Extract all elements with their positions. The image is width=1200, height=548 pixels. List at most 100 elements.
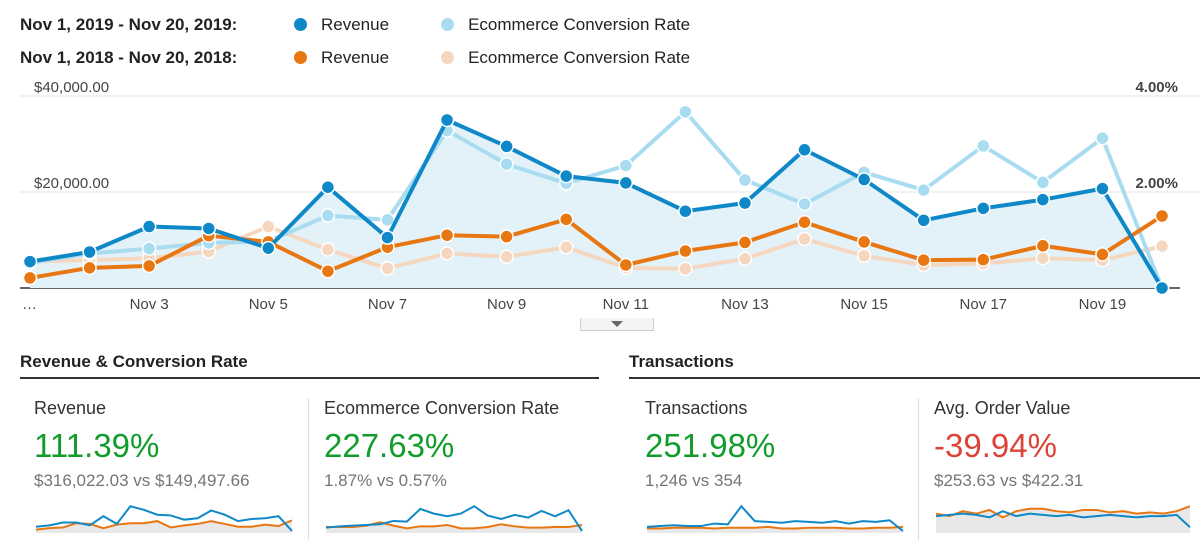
data-point-revenue-current <box>797 142 812 158</box>
data-point-revenue-previous <box>439 227 455 243</box>
metric-name: Transactions <box>645 398 748 418</box>
section-title-revenue-conversion: Revenue & Conversion Rate <box>20 352 599 379</box>
data-point-revenue-current <box>856 172 872 187</box>
chart-expand-toggle[interactable] <box>580 318 654 331</box>
main-line-chart[interactable]: $40,000.00 $20,000.00 4.00% 2.00% Nov 3 Nov 5… <box>20 82 1200 322</box>
data-point-conversion-rate-current <box>1095 130 1110 146</box>
legend-label: Revenue <box>321 14 390 34</box>
data-point-conversion-rate-previous <box>1154 238 1170 254</box>
sparkline-area <box>936 506 1190 533</box>
metric-divider <box>918 398 919 540</box>
legend-item-conversion-previous[interactable]: Ecommerce Conversion Rate <box>429 48 690 68</box>
metric-card-transactions[interactable]: Transactions 251.98% 1,246 vs 354 <box>645 398 910 540</box>
data-point-revenue-previous <box>618 257 634 273</box>
x-axis-tick-label: Nov 13 <box>721 296 769 313</box>
data-point-conversion-rate-previous <box>439 246 455 261</box>
legend-item-revenue-current[interactable]: Revenue <box>282 15 389 35</box>
x-axis-tick-label: Nov 9 <box>487 296 526 313</box>
x-axis-tick-label: Nov 5 <box>249 296 288 313</box>
data-point-conversion-rate-current <box>976 138 991 154</box>
data-point-revenue-current <box>380 230 395 245</box>
metric-name: Revenue <box>34 398 107 418</box>
metric-name: Ecommerce Conversion Rate <box>324 398 560 418</box>
sparkline-line-previous <box>647 525 904 530</box>
x-axis-tick-label: Nov 11 <box>603 296 649 313</box>
metric-compare: 1,246 vs 354 <box>645 471 743 490</box>
data-point-conversion-rate-current <box>141 241 157 256</box>
data-point-revenue-previous <box>499 229 514 244</box>
metric-change: -39.94% <box>934 427 1057 464</box>
sparkline-revenue <box>35 505 293 533</box>
data-point-revenue-current <box>678 203 693 219</box>
y-axis-right-tick-label: 2.00% <box>1135 175 1178 192</box>
y-axis-right-tick-label: 4.00% <box>1135 82 1178 96</box>
metric-card-conversion-rate[interactable]: Ecommerce Conversion Rate 227.63% 1.87% … <box>324 398 596 540</box>
data-point-revenue-previous <box>1035 238 1051 254</box>
legend-dot-icon <box>294 18 307 31</box>
legend-item-conversion-current[interactable]: Ecommerce Conversion Rate <box>429 15 690 35</box>
y-axis-left-tick-label: $20,000.00 <box>34 175 109 192</box>
data-point-revenue-previous <box>558 212 574 227</box>
data-point-revenue-previous <box>856 234 872 250</box>
data-point-conversion-rate-current <box>618 158 634 173</box>
sparkline-line-current <box>35 505 293 532</box>
data-point-revenue-current <box>201 221 216 236</box>
series-line-revenue-previous <box>29 214 1164 280</box>
data-point-revenue-current <box>320 179 336 195</box>
sparkline-line-current <box>935 510 1191 529</box>
data-point-revenue-current <box>976 201 991 216</box>
sparkline-conversion-rate <box>325 505 583 533</box>
legend-label: Ecommerce Conversion Rate <box>468 47 691 67</box>
data-point-revenue-current <box>558 168 574 184</box>
x-axis-tick-label: Nov 19 <box>1079 296 1127 313</box>
sparkline-avg-order-value <box>935 505 1191 533</box>
data-point-revenue-previous <box>976 252 991 267</box>
sparkline-line-current <box>646 504 904 532</box>
section-title-transactions: Transactions <box>629 352 1200 379</box>
series-line-conversion-rate-previous <box>29 224 1163 271</box>
x-axis-tick-label: Nov 3 <box>130 296 169 313</box>
data-point-conversion-rate-previous <box>856 248 872 264</box>
data-point-revenue-previous <box>1154 208 1170 224</box>
sparkline-transactions <box>646 504 904 533</box>
legend-item-revenue-previous[interactable]: Revenue <box>282 48 389 68</box>
data-point-revenue-previous <box>320 263 336 279</box>
data-point-conversion-rate-previous <box>320 242 336 257</box>
data-point-conversion-rate-previous <box>558 239 574 255</box>
data-point-revenue-current <box>22 254 38 269</box>
data-point-revenue-previous <box>797 214 812 230</box>
data-point-revenue-previous <box>737 235 753 250</box>
sparkline-area <box>36 520 292 533</box>
data-point-conversion-rate-current <box>499 156 514 172</box>
x-axis-tick-label: Nov 7 <box>368 296 407 313</box>
metric-compare: $316,022.03 vs $149,497.66 <box>34 471 250 490</box>
data-point-conversion-rate-previous <box>678 261 693 277</box>
data-point-conversion-rate-current <box>1035 175 1051 190</box>
data-point-revenue-current <box>916 213 931 228</box>
legend-label: Ecommerce Conversion Rate <box>468 14 691 34</box>
data-point-conversion-rate-current <box>737 172 753 188</box>
x-axis-tick-label: Nov 15 <box>840 296 888 313</box>
metric-card-revenue[interactable]: Revenue 111.39% $316,022.03 vs $149,497.… <box>34 398 299 540</box>
metric-name: Avg. Order Value <box>934 398 1071 418</box>
legend-period-current: Nov 1, 2019 - Nov 20, 2019: <box>20 14 238 34</box>
metric-change: 111.39% <box>34 427 160 464</box>
data-point-conversion-rate-previous <box>261 219 276 234</box>
data-point-revenue-current <box>1095 181 1110 196</box>
data-point-revenue-current <box>439 112 455 128</box>
data-point-revenue-previous <box>22 270 38 286</box>
sparkline-line-previous <box>935 505 1191 519</box>
data-point-revenue-current <box>82 244 97 260</box>
data-point-conversion-rate-current <box>320 208 336 223</box>
data-point-conversion-rate-previous <box>499 249 514 265</box>
data-point-revenue-current <box>737 195 753 211</box>
data-point-revenue-current <box>261 240 276 256</box>
metric-card-avg-order-value[interactable]: Avg. Order Value -39.94% $253.63 vs $422… <box>934 398 1196 540</box>
data-point-revenue-current <box>618 175 634 191</box>
data-point-revenue-current <box>499 139 514 154</box>
data-point-conversion-rate-previous <box>380 261 395 276</box>
data-point-revenue-current <box>1154 280 1170 296</box>
legend-label: Revenue <box>321 47 390 67</box>
x-axis-tick-label: Nov 17 <box>959 296 1007 313</box>
legend-dot-icon <box>441 18 455 31</box>
